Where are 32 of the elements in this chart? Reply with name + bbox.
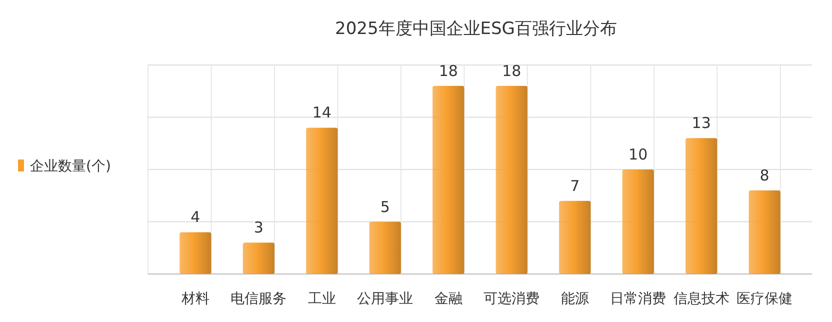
bar	[496, 86, 528, 274]
data-label: 5	[380, 198, 390, 216]
data-label: 18	[438, 62, 458, 80]
data-label: 3	[254, 218, 264, 237]
x-tick-label: 可选消费	[484, 291, 540, 307]
x-tick-label: 信息技术	[673, 291, 730, 307]
bar	[369, 222, 401, 274]
data-label: 10	[628, 146, 648, 164]
bar	[686, 138, 718, 274]
x-tick-label: 能源	[560, 291, 589, 307]
x-tick-label: 电信服务	[230, 291, 287, 307]
bar	[432, 86, 464, 274]
x-tick-label: 公用事业	[357, 291, 414, 307]
bar	[306, 128, 338, 274]
chart-title: 2025年度中国企业ESG百强行业分布	[335, 19, 617, 39]
data-label: 4	[190, 208, 200, 226]
data-label: 8	[760, 166, 770, 184]
x-tick-label: 材料	[180, 291, 210, 307]
data-label: 14	[312, 104, 332, 122]
x-tick-label: 工业	[308, 291, 336, 307]
bar	[748, 190, 780, 274]
bar	[180, 232, 212, 274]
bar	[622, 170, 654, 274]
x-tick-label: 日常消费	[610, 291, 666, 307]
legend-label: 企业数量(个)	[30, 158, 111, 174]
x-tick-label: 医疗保健	[736, 291, 793, 307]
x-tick-label: 金融	[434, 291, 462, 307]
data-label: 7	[570, 176, 580, 195]
bar	[559, 200, 591, 274]
bar	[242, 242, 274, 274]
data-label: 18	[502, 62, 522, 80]
data-label: 13	[692, 114, 711, 132]
